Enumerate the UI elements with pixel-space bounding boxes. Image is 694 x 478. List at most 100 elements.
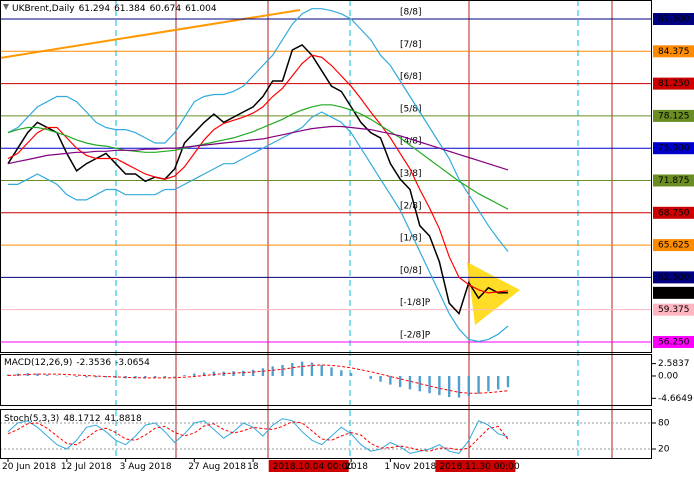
macd-bar (496, 375, 500, 390)
macd-bar (281, 364, 284, 376)
murray-label: [8/8] (400, 8, 422, 18)
macd-bar (163, 375, 167, 378)
signal-line (7, 364, 509, 394)
x-tick-label: 20 Jun 2018 (2, 462, 56, 472)
murray-label: [7/8] (400, 40, 422, 50)
macd-bar (467, 375, 470, 397)
price-line (7, 43, 509, 316)
x-tick-label: 2018.10.04 00:00 (273, 462, 354, 472)
price-label-box (653, 13, 694, 26)
macd-bar (212, 371, 216, 376)
murray-label: [6/8] (400, 72, 422, 82)
y-tick-label: 81.250 (658, 79, 690, 89)
x-tick-label: 27 Aug 2018 (188, 462, 246, 472)
macd-bar (428, 375, 431, 394)
ohlc-value: 61.004 (185, 4, 217, 14)
murray-label: [1/8] (400, 234, 422, 244)
macd-bar (477, 375, 480, 394)
macd-bar (418, 375, 421, 392)
macd-bar (389, 375, 392, 385)
y-tick-label: -4.6649 (658, 394, 693, 404)
price-line (7, 125, 509, 171)
y-tick-label: 61.004 (658, 288, 690, 298)
murray-label: [0/8] (400, 266, 422, 276)
y-tick-label: 68.750 (658, 208, 690, 218)
macd-bar (310, 362, 314, 376)
price-label-box (653, 271, 694, 284)
price-label-box (653, 239, 694, 252)
macd-bar (16, 373, 20, 376)
y-tick-label: 71.875 (658, 176, 690, 186)
macd-bar (261, 368, 265, 376)
y-tick-label: 2.5837 (658, 359, 690, 369)
x-tick-label: 12 Jul 2018 (61, 462, 112, 472)
macd-bar (104, 375, 108, 378)
macd-bar (349, 373, 353, 376)
symbol-icon (3, 4, 9, 10)
y-tick-label: 87.500 (658, 15, 690, 25)
indicator-value: -2.3536 (76, 358, 111, 368)
macd-bar (447, 375, 451, 398)
macd-bar (75, 375, 78, 377)
price-label-box (653, 109, 694, 122)
macd-bar (26, 373, 29, 376)
price-line (7, 104, 509, 210)
y-tick-label: 84.375 (658, 47, 690, 57)
macd-bar (340, 370, 343, 376)
price-label-box (653, 303, 694, 316)
ohlc-value: 60.674 (150, 4, 182, 14)
chart-header: UKBrent,Daily 61.294 61.384 60.674 61.004 (12, 4, 217, 14)
x-tick-label: 2018 (345, 462, 368, 472)
macd-bar (379, 375, 382, 382)
y-tick-label: 62.500 (658, 273, 690, 283)
macd-bar (330, 367, 333, 376)
indicator-name: Stoch(5,3,3) (4, 414, 59, 424)
murray-label: [5/8] (400, 104, 422, 114)
macd-bar (291, 363, 294, 376)
crosshair-date-box (435, 460, 516, 472)
indicator-header: Stoch(5,3,3) 48.1712 41.8818 (4, 414, 142, 424)
macd-bar (457, 375, 461, 398)
macd-panel-frame (0, 354, 652, 406)
stoch-line (7, 421, 509, 452)
macd-bar (193, 373, 196, 376)
x-tick-label: 1 Nov 2018 (384, 462, 436, 472)
indicator-header: MACD(12,26,9) -2.3536 -3.0654 (4, 358, 150, 368)
stoch-line (7, 418, 509, 454)
macd-bar (369, 375, 372, 379)
indicator-value: -3.0654 (115, 358, 150, 368)
macd-bar (85, 375, 88, 378)
macd-bar (153, 375, 157, 378)
symbol: UKBrent,Daily (12, 4, 75, 14)
plot-layer: [8/8] [7/8] [6/8] [5/8] [4/8] [3/8] [2/8] [1/8]… (0, 4, 694, 472)
trend-line (0, 9, 301, 59)
ohlc-value: 61.294 (79, 4, 111, 14)
price-line (7, 54, 509, 294)
murray-label: [3/8] (400, 169, 422, 179)
price-label-box (653, 335, 694, 348)
murray-label: [2/8] (400, 201, 422, 211)
murray-label: [-1/8]P (400, 298, 431, 308)
price-line (8, 111, 509, 343)
price-label-box (653, 142, 694, 155)
y-tick-label: 59.375 (658, 305, 690, 315)
crosshair-date-box (268, 460, 349, 472)
price-label-box (653, 206, 694, 219)
indicator-name: MACD(12,26,9) (4, 358, 72, 368)
y-tick-label: 65.625 (658, 241, 690, 251)
x-tick-label: 18 (247, 462, 259, 472)
price-line (7, 8, 509, 252)
macd-bar (271, 366, 274, 376)
murray-label: [-2/8]P (400, 330, 431, 340)
macd-bar (398, 375, 402, 387)
macd-bar (242, 370, 245, 376)
macd-bar (95, 375, 98, 378)
x-tick-label: 3 Aug 2018 (120, 462, 172, 472)
macd-bar (320, 364, 323, 376)
macd-bar (134, 375, 137, 379)
macd-bar (487, 375, 490, 392)
y-tick-label: 80 (658, 418, 670, 428)
macd-bar (300, 361, 304, 376)
macd-bar (202, 372, 206, 376)
